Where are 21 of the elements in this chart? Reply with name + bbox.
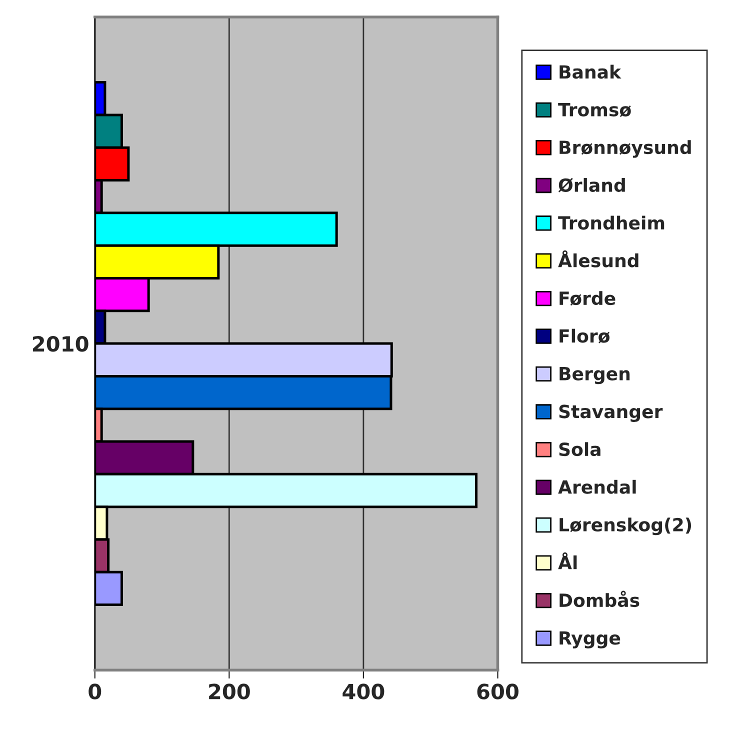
legend-label: Banak bbox=[560, 64, 622, 79]
legend-label: Lørenskog(2) bbox=[560, 518, 692, 536]
x-tick-label: 600 bbox=[477, 684, 518, 700]
legend-label: Stavanger bbox=[559, 404, 663, 422]
x-tick-label: 0 bbox=[88, 684, 102, 700]
legend-label: Sola bbox=[559, 442, 600, 456]
legend-label: Ål bbox=[558, 552, 577, 570]
y-tick-label: 2010 bbox=[32, 336, 88, 352]
legend-label: Ørland bbox=[558, 178, 625, 192]
legend-label: Rygge bbox=[560, 631, 620, 648]
legend-label: Dombås bbox=[560, 590, 640, 608]
legend-label: Bergen bbox=[560, 367, 630, 384]
legend-label: Trondheim bbox=[558, 216, 664, 230]
legend-label: Brønnøysund bbox=[560, 140, 691, 158]
legend-label: Ålesund bbox=[558, 250, 638, 268]
legend-label: Førde bbox=[560, 291, 616, 306]
x-tick-label: 200 bbox=[209, 684, 250, 700]
legend-label: Tromsø bbox=[558, 103, 631, 118]
legend-label: Florø bbox=[560, 328, 610, 344]
legend-label: Arendal bbox=[558, 480, 636, 494]
x-tick-label: 400 bbox=[342, 684, 384, 700]
